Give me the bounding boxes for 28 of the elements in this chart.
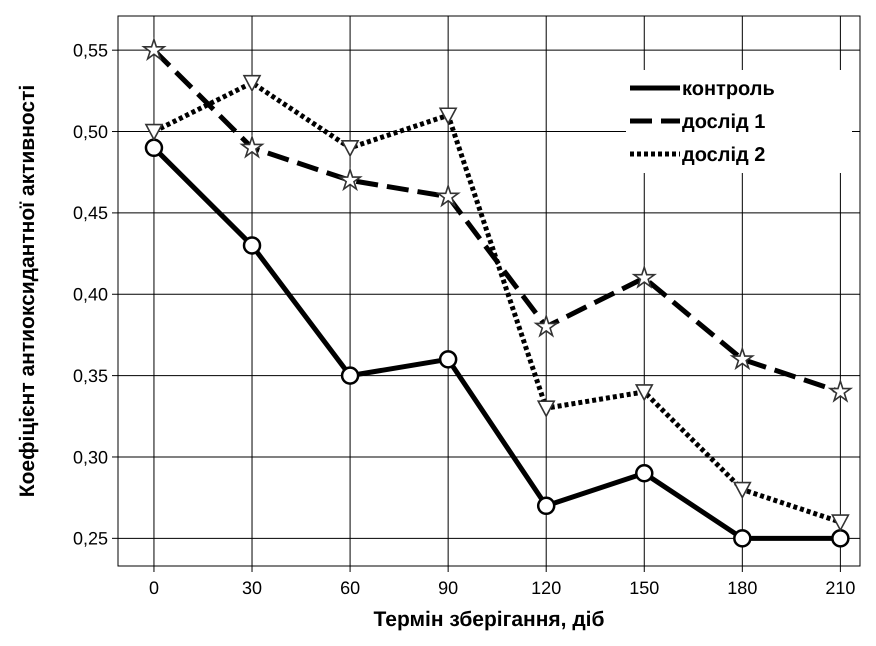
point	[242, 236, 262, 255]
x-tick-label: 60	[340, 578, 360, 598]
y-tick-label: 0,25	[72, 528, 108, 549]
point	[831, 529, 850, 548]
x-tick-label: 210	[825, 578, 856, 598]
point	[340, 366, 360, 385]
x-tick-label: 180	[727, 578, 758, 598]
y-axis-title: Коефіцієнт антиоксидантної активності	[16, 84, 39, 498]
point	[144, 138, 164, 158]
y-tick-label: 0,45	[72, 203, 108, 224]
x-tick-label: 0	[148, 578, 159, 598]
y-tick-label: 0,40	[72, 284, 108, 305]
point	[733, 529, 752, 548]
x-tick-label: 150	[629, 578, 660, 598]
y-tick-label: 0,50	[72, 122, 108, 142]
y-tick-label: 0,55	[72, 40, 108, 60]
x-axis-title: Термін зберігання, діб	[374, 608, 605, 631]
point	[438, 350, 458, 369]
y-tick-label: 0,35	[72, 366, 108, 386]
x-tick-label: 30	[242, 578, 262, 598]
legend-label: дослід 1	[682, 111, 766, 133]
x-tick-label: 90	[438, 578, 458, 598]
point	[536, 496, 556, 516]
legend-label: контроль	[682, 78, 775, 100]
x-tick-label: 120	[531, 578, 562, 598]
point	[635, 464, 654, 482]
y-tick-label: 0,30	[72, 447, 108, 468]
legend-label: дослід 2	[682, 144, 766, 166]
